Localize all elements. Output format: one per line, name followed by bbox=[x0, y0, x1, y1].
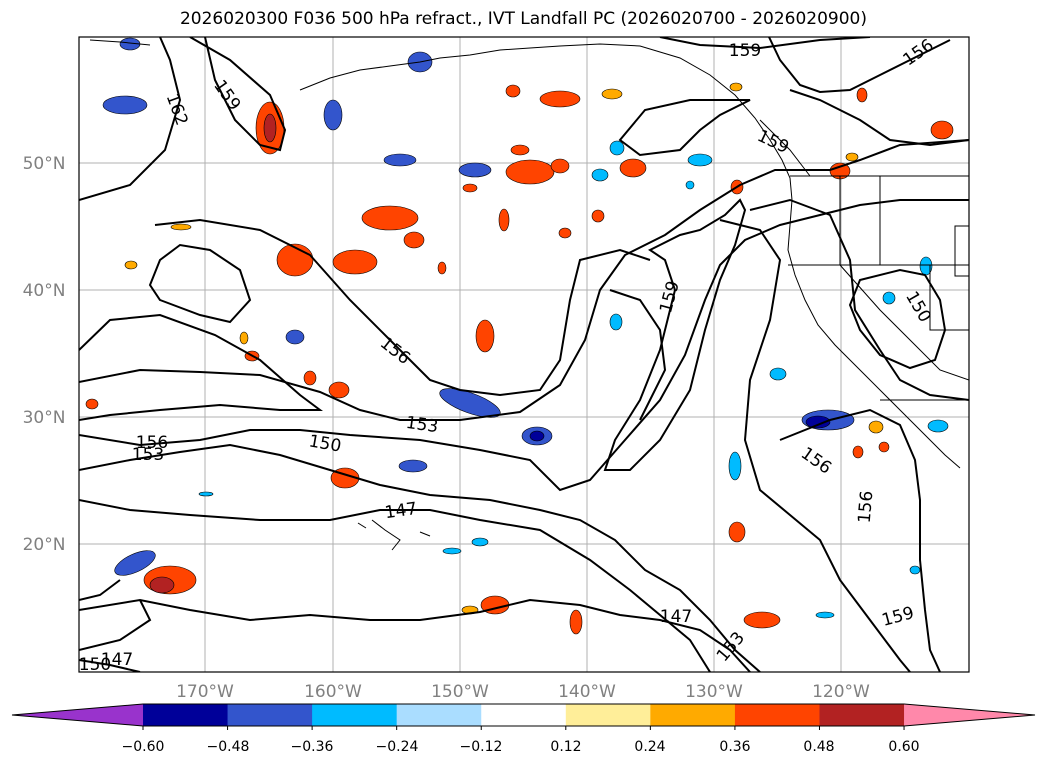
colorbar-tick-label: −0.24 bbox=[376, 739, 419, 755]
colorbar-segment bbox=[143, 704, 229, 726]
contour-label: 156 bbox=[855, 490, 878, 524]
contour-label: 159 bbox=[880, 603, 917, 631]
colorbar-extend-min bbox=[12, 704, 143, 726]
colorbar-segment bbox=[312, 704, 398, 726]
colorbar-segment bbox=[565, 704, 651, 726]
contour-label: 153 bbox=[405, 413, 440, 437]
colorbar-segment bbox=[734, 704, 820, 726]
contour-label: 150 bbox=[307, 431, 342, 456]
coastlines bbox=[89, 39, 969, 551]
colorbar-tick-label: 0.36 bbox=[719, 739, 750, 755]
colorbar-tick-labels: −0.60 −0.48 −0.36 −0.24 −0.12 0.12 0.24 … bbox=[122, 739, 920, 755]
chart-title: 2026020300 F036 500 hPa refract., IVT La… bbox=[179, 9, 867, 29]
contour-label: 159 bbox=[209, 76, 244, 114]
lat-tick-label: 20°N bbox=[23, 535, 66, 555]
gridlines bbox=[79, 37, 969, 672]
lon-tick-label: 160°W bbox=[304, 682, 362, 702]
positive-anomaly-patches bbox=[85, 82, 954, 635]
colorbar bbox=[11, 703, 1036, 730]
lat-tick-label: 50°N bbox=[23, 154, 66, 174]
lat-tick-label: 30°N bbox=[23, 408, 66, 428]
contour-label: 156 bbox=[797, 444, 835, 479]
height-contours bbox=[79, 37, 969, 672]
colorbar-segment bbox=[481, 704, 567, 726]
contour-label: 147 bbox=[660, 607, 692, 627]
colorbar-segment bbox=[819, 704, 905, 726]
map-frame bbox=[78, 36, 970, 673]
contour-label: 156 bbox=[376, 333, 414, 369]
lon-tick-label: 120°W bbox=[812, 682, 870, 702]
contour-label: 147 bbox=[101, 650, 133, 670]
contour-label: 156 bbox=[136, 433, 168, 453]
latitude-tick-labels: 50°N 40°N 30°N 20°N bbox=[23, 154, 66, 555]
colorbar-tick-label: 0.60 bbox=[888, 739, 919, 755]
contour-label: 159 bbox=[656, 279, 684, 316]
lon-tick-label: 170°W bbox=[176, 682, 234, 702]
lon-tick-label: 140°W bbox=[558, 682, 616, 702]
colorbar-extend-max bbox=[904, 704, 1035, 726]
contour-label: 162 bbox=[162, 91, 192, 128]
colorbar-tick-label: −0.12 bbox=[460, 739, 503, 755]
colorbar-tick-label: −0.48 bbox=[207, 739, 250, 755]
colorbar-tick-label: 0.24 bbox=[634, 739, 665, 755]
lon-tick-label: 130°W bbox=[685, 682, 743, 702]
lat-tick-label: 40°N bbox=[23, 281, 66, 301]
lon-tick-label: 150°W bbox=[431, 682, 489, 702]
colorbar-tick-label: 0.48 bbox=[803, 739, 834, 755]
longitude-tick-labels: 170°W 160°W 150°W 140°W 130°W 120°W bbox=[176, 682, 870, 702]
colorbar-segment bbox=[396, 704, 482, 726]
colorbar-tick-label: −0.36 bbox=[291, 739, 334, 755]
contour-label: 153 bbox=[713, 628, 749, 666]
colorbar-tick-label: −0.60 bbox=[122, 739, 165, 755]
negative-anomaly-patches bbox=[102, 37, 949, 619]
contour-label: 147 bbox=[384, 499, 419, 523]
contour-label: 159 bbox=[729, 41, 761, 61]
colorbar-tick-label: 0.12 bbox=[550, 739, 581, 755]
contour-labels: 159 156 162 159 159 159 150 156 153 156 … bbox=[79, 35, 938, 675]
contour-label: 150 bbox=[79, 655, 111, 675]
contour-label: 159 bbox=[754, 126, 792, 158]
contour-label: 153 bbox=[132, 445, 164, 465]
colorbar-segment bbox=[650, 704, 736, 726]
contour-label: 156 bbox=[900, 35, 938, 70]
colorbar-segment bbox=[227, 704, 313, 726]
